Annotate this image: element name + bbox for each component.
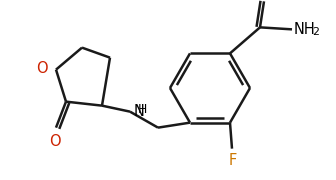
Text: 2: 2 <box>312 27 319 37</box>
Text: N: N <box>134 104 144 119</box>
Text: F: F <box>229 153 237 168</box>
Text: O: O <box>49 134 61 149</box>
Text: H: H <box>137 103 147 116</box>
Text: O: O <box>36 61 48 76</box>
Text: NH: NH <box>294 22 316 37</box>
